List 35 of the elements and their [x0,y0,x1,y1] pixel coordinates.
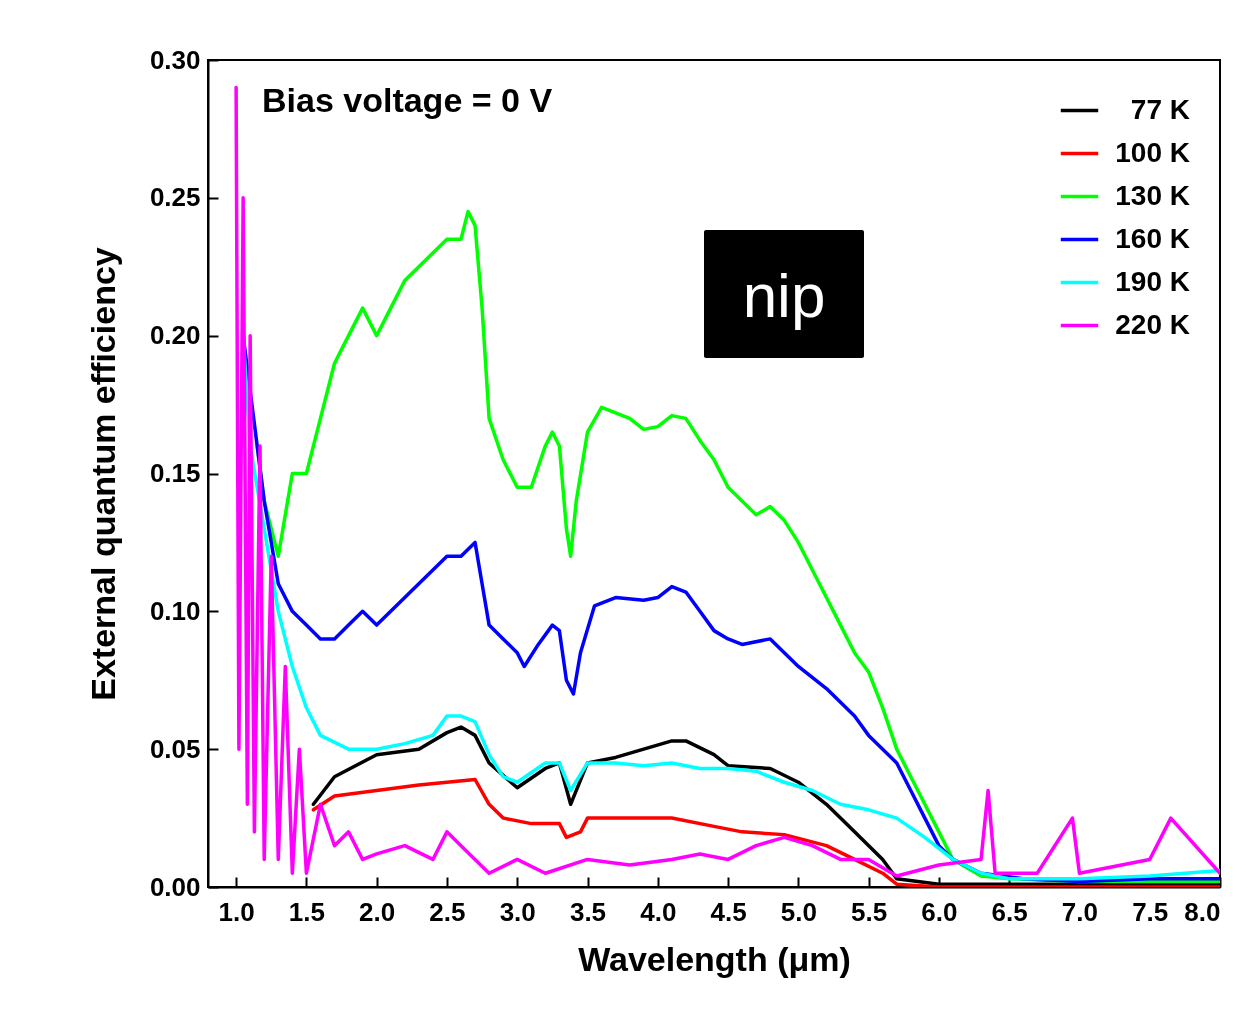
x-tick-label: 7.5 [1132,896,1169,927]
legend-label: 100 K [1115,136,1190,168]
legend-label: 130 K [1115,179,1190,211]
x-tick-label: 2.5 [429,896,466,927]
x-tick-label: 4.0 [640,896,677,927]
y-tick-label: 0.30 [149,44,201,75]
x-axis-title: Wavelength (μm) [578,939,851,978]
y-tick-label: 0.10 [149,595,201,626]
legend-label: 220 K [1115,308,1190,340]
x-tick-label: 6.5 [991,896,1028,927]
legend-label: 77 K [1130,93,1190,125]
y-tick-label: 0.20 [149,320,201,351]
y-axis-title: External quantum efficiency [83,247,122,701]
x-tick-label: 4.5 [710,896,747,927]
line-series [311,777,1220,887]
x-tick-label: 2.0 [359,896,396,927]
x-tick-label: 1.0 [218,896,255,927]
y-tick-label: 0.25 [149,182,201,213]
y-tick-label: 0.15 [149,458,201,488]
x-tick-label: 5.0 [780,896,817,927]
legend-label: 190 K [1115,265,1190,297]
x-tick-label: 1.5 [288,896,325,927]
x-tick-label: 6.0 [921,896,958,927]
x-tick-label: 8.0 [1184,896,1221,927]
x-tick-label: 7.0 [1061,896,1099,927]
legend-label: 160 K [1115,222,1190,254]
y-tick-label: 0.00 [149,871,201,902]
x-tick-label: 3.5 [569,896,607,927]
annotation: Bias voltage = 0 V [262,81,553,119]
y-tick-label: 0.05 [149,733,201,764]
x-tick-label: 3.0 [499,896,536,927]
x-tick-label: 5.5 [851,896,888,927]
line-series [311,725,1220,886]
annotation: nip [742,261,826,330]
line-series [234,85,1220,878]
